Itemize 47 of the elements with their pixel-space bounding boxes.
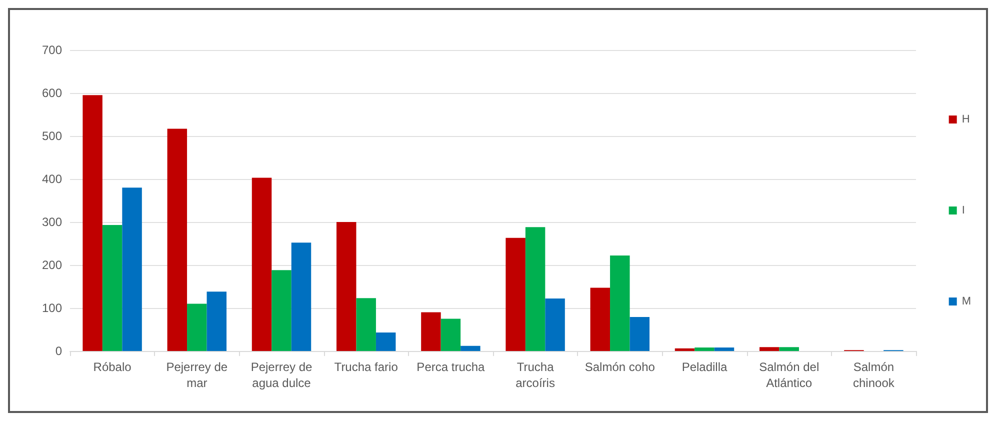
- bar: [590, 288, 610, 351]
- x-tick-label: Perca trucha: [416, 360, 486, 374]
- x-tick-label: Salmón chinook: [853, 360, 896, 390]
- x-tick-label: Róbalo: [93, 360, 132, 374]
- bar: [252, 178, 272, 351]
- bar: [714, 348, 734, 351]
- bar: [779, 347, 799, 351]
- bar: [610, 256, 630, 351]
- bar: [759, 347, 780, 351]
- bar: [206, 292, 227, 351]
- bar: [694, 348, 714, 351]
- bar: [102, 225, 122, 351]
- bar: [167, 128, 188, 351]
- y-tick-label: 700: [42, 43, 62, 57]
- y-tick-label: 100: [42, 301, 62, 315]
- y-tick-label: 500: [42, 129, 62, 143]
- legend-label: I: [962, 204, 965, 216]
- bar: [82, 95, 102, 351]
- y-tick-label: 300: [42, 215, 62, 229]
- x-tick-label: Salmón coho: [584, 360, 656, 374]
- x-tick-label: Peladilla: [682, 360, 728, 374]
- bar: [356, 298, 376, 351]
- bar: [272, 270, 292, 351]
- bar: [122, 188, 142, 351]
- bar: [674, 348, 695, 351]
- y-tick-label: 600: [42, 86, 62, 100]
- bar: [506, 238, 526, 351]
- x-tick-label: Pejerrey de agua dulce: [250, 360, 313, 390]
- bar: [545, 298, 565, 351]
- bar: [336, 222, 356, 351]
- bar: [460, 346, 480, 351]
- bar: [187, 304, 207, 351]
- bar: [421, 312, 441, 351]
- x-tick-label: Salmón del Atlántico: [759, 360, 820, 390]
- y-tick-label: 400: [42, 172, 62, 186]
- bar: [440, 318, 461, 351]
- bar: [525, 227, 546, 351]
- bar: [630, 317, 650, 351]
- x-tick-label: Trucha arcoíris: [516, 360, 555, 390]
- legend-label: M: [962, 296, 972, 308]
- y-tick-label: 200: [42, 258, 62, 272]
- bar: [376, 332, 396, 351]
- legend-label: H: [962, 114, 970, 126]
- bar: [291, 242, 312, 351]
- y-tick-label: 0: [55, 344, 62, 358]
- x-tick-label: Pejerrey de mar: [166, 360, 228, 390]
- x-tick-label: Trucha fario: [334, 360, 398, 374]
